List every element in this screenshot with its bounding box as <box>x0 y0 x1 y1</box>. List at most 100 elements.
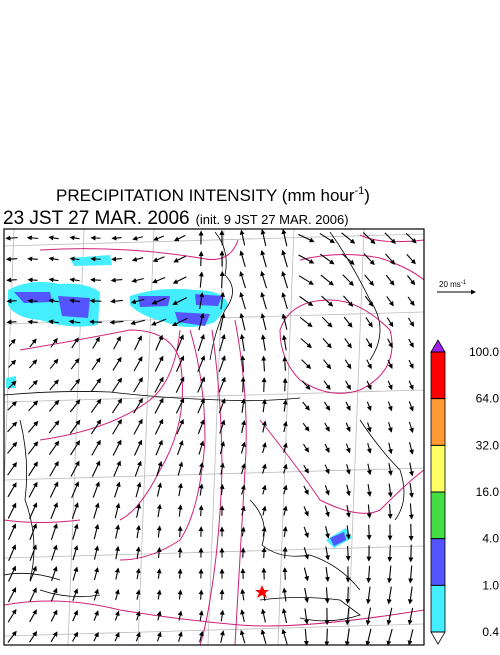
wind-arrow <box>9 524 16 540</box>
wind-arrow <box>303 402 310 410</box>
wind-arrow <box>388 402 391 411</box>
wind-arrow <box>263 527 264 536</box>
wind-arrow <box>299 255 314 263</box>
wind-arrow <box>343 296 352 306</box>
colorbar-segment <box>431 585 445 632</box>
wind-arrow <box>157 483 160 496</box>
wind-arrow <box>30 632 37 642</box>
wind-arrow <box>112 399 121 413</box>
wind-arrow <box>344 317 352 327</box>
wind-arrow <box>179 632 182 641</box>
wind-arrow <box>30 588 36 601</box>
wind-arrow <box>94 590 97 601</box>
wind-arrow <box>388 629 392 645</box>
wind-arrow <box>262 630 266 644</box>
wind-arrow <box>155 357 163 372</box>
wind-arrow <box>158 526 159 537</box>
wind-arrow <box>366 339 371 348</box>
title-close: ) <box>364 186 370 205</box>
scale-label: 20 ms-1 <box>439 280 467 289</box>
wind-arrow <box>241 231 244 246</box>
wind-arrow <box>174 277 187 283</box>
wind-arrow <box>7 301 16 302</box>
wind-arrow <box>8 463 17 475</box>
wind-arrow <box>263 443 266 453</box>
wind-arrow <box>324 402 329 410</box>
wind-arrow <box>283 293 288 309</box>
wind-arrow <box>304 444 309 452</box>
wind-arrow <box>50 359 57 368</box>
wind-arrow <box>29 401 38 410</box>
wind-arrow <box>198 399 204 413</box>
wind-arrow <box>198 335 203 351</box>
wind-arrow <box>50 279 59 280</box>
wind-arrow <box>156 441 162 456</box>
wind-arrow <box>115 504 119 518</box>
wind-arrow <box>283 272 288 288</box>
wind-arrow <box>241 293 246 309</box>
wind-arrow <box>347 485 349 495</box>
wind-arrow <box>409 608 412 624</box>
wind-arrow <box>388 381 391 389</box>
wind-arrow <box>9 360 16 367</box>
wind-arrow <box>242 335 245 351</box>
wind-arrow <box>242 610 245 622</box>
wind-arrow <box>177 441 182 455</box>
wind-arrow <box>263 400 265 412</box>
wind-arrow <box>92 441 100 456</box>
wind-arrow <box>93 337 100 348</box>
wind-arrow <box>154 257 165 261</box>
wind-arrow <box>94 546 97 559</box>
wind-arrow <box>200 484 202 495</box>
wind-arrow <box>72 482 79 498</box>
wind-arrow <box>326 567 328 581</box>
wind-arrow <box>221 631 223 643</box>
wind-arrow <box>71 359 79 369</box>
wind-arrow <box>409 339 414 347</box>
wind-arrow <box>389 484 391 497</box>
wind-arrow <box>28 442 37 454</box>
wind-arrow <box>201 252 202 266</box>
wind-arrow <box>242 590 244 601</box>
colorbar-segment <box>431 492 445 539</box>
wind-arrow <box>368 464 370 475</box>
wind-arrow <box>73 611 78 621</box>
wind-arrow <box>367 402 370 410</box>
wind-arrow <box>8 504 15 519</box>
wind-arrow <box>7 443 16 454</box>
wind-arrow <box>134 378 143 392</box>
wind-arrow <box>113 440 121 455</box>
wind-arrow <box>8 422 17 431</box>
wind-arrow <box>30 610 37 622</box>
wind-arrow <box>30 503 37 519</box>
wind-arrow <box>136 483 140 497</box>
wind-arrow <box>241 314 245 330</box>
wind-arrow <box>29 483 37 498</box>
wind-arrow <box>390 504 391 518</box>
wind-arrow <box>157 633 160 642</box>
wind-arrow <box>28 322 37 323</box>
wind-arrow <box>90 322 102 323</box>
wind-arrow <box>368 484 370 496</box>
wind-arrow <box>73 524 77 539</box>
wind-arrow <box>263 610 266 623</box>
wind-arrow <box>113 358 121 371</box>
wind-arrow <box>410 566 411 583</box>
wind-arrow <box>343 275 353 285</box>
wind-arrow <box>243 548 244 557</box>
wind-arrow <box>116 525 119 538</box>
wind-arrow <box>263 486 266 495</box>
wind-arrow <box>29 462 38 476</box>
wind-arrow <box>199 442 203 455</box>
wind-arrow <box>91 259 100 260</box>
wind-arrow <box>198 420 203 434</box>
wind-arrow <box>91 420 100 434</box>
wind-arrow <box>52 546 57 561</box>
wind-arrow <box>50 482 57 497</box>
wind-arrow <box>115 483 120 498</box>
wind-arrow <box>49 441 58 454</box>
wind-arrow <box>158 591 160 600</box>
wind-arrow <box>367 381 371 389</box>
wind-arrow <box>158 548 159 558</box>
wind-arrow <box>284 400 286 411</box>
